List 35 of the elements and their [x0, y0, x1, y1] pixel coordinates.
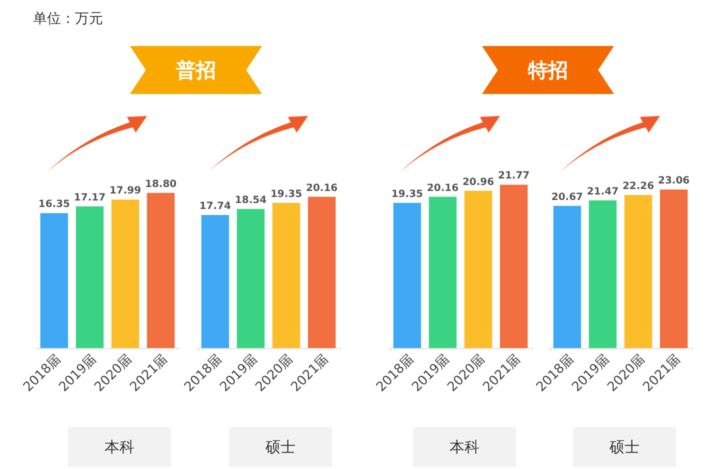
bar: [500, 184, 528, 348]
data-label: 23.06: [658, 175, 690, 186]
data-label: 18.80: [144, 178, 177, 190]
bar: [272, 202, 300, 348]
data-label: 21.47: [586, 186, 619, 198]
bar: [588, 200, 617, 348]
bar: [464, 190, 492, 348]
bar: [393, 202, 422, 348]
bar: [236, 208, 265, 348]
label-box: 硕士: [229, 427, 332, 467]
data-label: 17.99: [109, 186, 142, 197]
data-label: 22.26: [622, 180, 654, 192]
bar: [308, 196, 336, 348]
data-label: 18.54: [234, 194, 267, 206]
label-box: 硕士: [573, 427, 676, 467]
data-label: 16.35: [38, 199, 70, 210]
label-box: 本科: [68, 427, 171, 467]
data-label: 17.17: [74, 192, 106, 204]
data-label: 19.35: [270, 188, 302, 200]
data-label: 20.67: [551, 192, 584, 203]
ribbon-banner: 特招: [482, 46, 614, 94]
text: 单位：万元: [33, 10, 103, 28]
data-label: 19.35: [391, 188, 424, 200]
bar: [553, 206, 582, 348]
label-box: 本科: [413, 427, 516, 467]
bar: [660, 189, 688, 348]
data-label: 21.77: [498, 170, 530, 182]
ribbon-banner: 普招: [130, 46, 262, 94]
data-label: 20.96: [462, 176, 494, 188]
bar: [624, 194, 652, 348]
bar: [201, 214, 230, 348]
data-label: 20.16: [306, 182, 338, 194]
data-label: 17.74: [199, 200, 232, 212]
data-label: 20.16: [426, 182, 459, 194]
bar: [428, 196, 457, 348]
